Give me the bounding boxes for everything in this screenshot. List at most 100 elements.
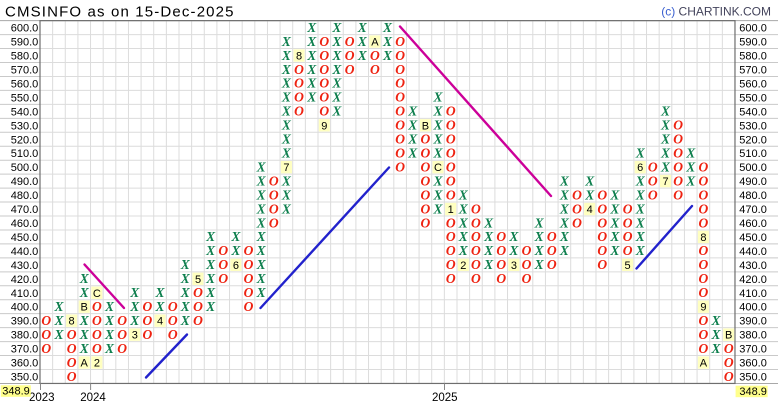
svg-text:O: O xyxy=(168,327,178,342)
svg-text:X: X xyxy=(407,104,418,119)
svg-text:O: O xyxy=(294,62,304,77)
svg-text:X: X xyxy=(205,299,216,314)
svg-text:540.0: 540.0 xyxy=(11,106,39,118)
svg-text:X: X xyxy=(331,34,342,49)
svg-text:390.0: 390.0 xyxy=(11,316,39,328)
svg-text:370.0: 370.0 xyxy=(11,344,39,356)
svg-text:O: O xyxy=(345,34,355,49)
svg-text:X: X xyxy=(79,341,90,356)
svg-text:X: X xyxy=(306,62,317,77)
svg-text:O: O xyxy=(446,173,456,188)
svg-text:CMSINFO as on 15-Dec-2025: CMSINFO as on 15-Dec-2025 xyxy=(5,3,235,20)
svg-text:370.0: 370.0 xyxy=(739,344,767,356)
svg-text:O: O xyxy=(67,369,77,384)
svg-text:O: O xyxy=(597,243,607,258)
svg-text:X: X xyxy=(458,243,469,258)
svg-text:X: X xyxy=(331,20,342,35)
svg-text:O: O xyxy=(117,327,127,342)
svg-text:X: X xyxy=(154,299,165,314)
svg-text:3: 3 xyxy=(511,260,517,272)
svg-text:X: X xyxy=(559,229,570,244)
svg-text:O: O xyxy=(446,160,456,175)
svg-text:O: O xyxy=(446,132,456,147)
svg-text:X: X xyxy=(256,160,267,175)
svg-text:X: X xyxy=(559,243,570,258)
svg-text:O: O xyxy=(496,243,506,258)
svg-text:O: O xyxy=(421,160,431,175)
svg-text:O: O xyxy=(143,299,153,314)
svg-text:X: X xyxy=(256,285,267,300)
svg-text:O: O xyxy=(67,341,77,356)
svg-text:X: X xyxy=(256,243,267,258)
svg-text:O: O xyxy=(446,187,456,202)
svg-text:O: O xyxy=(41,341,51,356)
svg-text:X: X xyxy=(660,160,671,175)
svg-text:O: O xyxy=(471,271,481,286)
svg-text:O: O xyxy=(92,313,102,328)
svg-text:O: O xyxy=(673,146,683,161)
svg-text:O: O xyxy=(699,243,709,258)
svg-text:B: B xyxy=(422,120,429,132)
svg-text:O: O xyxy=(168,313,178,328)
svg-text:X: X xyxy=(710,341,721,356)
svg-text:480.0: 480.0 xyxy=(11,190,39,202)
svg-text:X: X xyxy=(129,313,140,328)
svg-text:560.0: 560.0 xyxy=(739,78,767,90)
svg-text:O: O xyxy=(699,341,709,356)
svg-text:X: X xyxy=(660,132,671,147)
svg-text:X: X xyxy=(281,132,292,147)
svg-text:440.0: 440.0 xyxy=(11,246,39,258)
svg-text:O: O xyxy=(699,187,709,202)
svg-text:O: O xyxy=(395,146,405,161)
svg-text:X: X xyxy=(79,327,90,342)
svg-text:2: 2 xyxy=(94,358,100,370)
svg-text:X: X xyxy=(281,76,292,91)
svg-text:X: X xyxy=(635,146,646,161)
svg-text:X: X xyxy=(407,132,418,147)
svg-text:X: X xyxy=(256,229,267,244)
svg-text:O: O xyxy=(218,243,228,258)
svg-text:430.0: 430.0 xyxy=(739,260,767,272)
svg-text:X: X xyxy=(685,160,696,175)
svg-text:390.0: 390.0 xyxy=(739,316,767,328)
svg-text:O: O xyxy=(92,299,102,314)
svg-text:580.0: 580.0 xyxy=(11,51,39,63)
svg-text:O: O xyxy=(699,201,709,216)
svg-text:X: X xyxy=(53,299,64,314)
svg-text:X: X xyxy=(129,285,140,300)
svg-text:400.0: 400.0 xyxy=(11,302,39,314)
svg-text:X: X xyxy=(635,243,646,258)
svg-text:O: O xyxy=(446,229,456,244)
svg-text:O: O xyxy=(269,215,279,230)
svg-text:O: O xyxy=(724,341,734,356)
svg-text:O: O xyxy=(67,327,77,342)
svg-text:X: X xyxy=(256,187,267,202)
svg-text:X: X xyxy=(534,215,545,230)
svg-text:O: O xyxy=(446,146,456,161)
svg-text:O: O xyxy=(724,355,734,370)
svg-text:4: 4 xyxy=(587,204,593,216)
svg-text:A: A xyxy=(81,358,89,370)
svg-text:420.0: 420.0 xyxy=(11,274,39,286)
svg-text:X: X xyxy=(53,327,64,342)
svg-text:X: X xyxy=(104,327,115,342)
svg-text:O: O xyxy=(319,90,329,105)
svg-text:510.0: 510.0 xyxy=(11,148,39,160)
svg-text:X: X xyxy=(432,104,443,119)
svg-text:X: X xyxy=(559,173,570,188)
svg-text:1: 1 xyxy=(448,204,454,216)
svg-text:O: O xyxy=(395,76,405,91)
svg-text:O: O xyxy=(471,215,481,230)
svg-text:O: O xyxy=(496,271,506,286)
svg-text:380.0: 380.0 xyxy=(11,330,39,342)
svg-text:O: O xyxy=(244,271,254,286)
svg-text:X: X xyxy=(205,285,216,300)
svg-text:460.0: 460.0 xyxy=(11,218,39,230)
svg-text:520.0: 520.0 xyxy=(11,134,39,146)
svg-text:O: O xyxy=(547,257,557,272)
svg-text:X: X xyxy=(357,20,368,35)
svg-text:X: X xyxy=(357,34,368,49)
svg-text:O: O xyxy=(547,243,557,258)
svg-text:X: X xyxy=(53,313,64,328)
svg-text:X: X xyxy=(534,257,545,272)
